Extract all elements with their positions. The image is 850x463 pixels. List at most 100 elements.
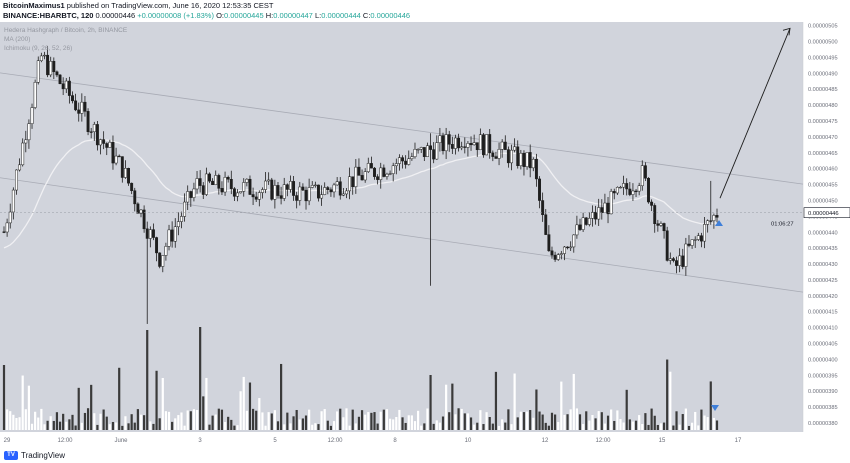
candle-body (622, 183, 626, 188)
candle-body (192, 188, 196, 198)
volume-bar (34, 411, 37, 430)
volume-bar (118, 367, 121, 430)
candle-body (385, 173, 389, 177)
candle-body (105, 143, 109, 148)
symbol-label[interactable]: BINANCE:HBARBTC, 120 (3, 11, 94, 20)
volume-bar (164, 411, 168, 430)
volume-bar (242, 376, 245, 430)
volume-bar (146, 330, 149, 430)
candle-body (668, 258, 672, 261)
up-marker-icon (715, 220, 723, 226)
candle-body (145, 228, 149, 239)
candle-body (8, 211, 12, 224)
volume-bar (195, 409, 199, 430)
candle-body (260, 189, 264, 193)
candle-body (432, 149, 436, 160)
y-tick-label: 0.00000450 (808, 198, 838, 204)
volume-bar (566, 414, 569, 430)
volume-bar (186, 410, 189, 430)
candle-body (223, 177, 227, 193)
candle-body (550, 250, 554, 256)
candle-body (151, 229, 155, 238)
candle-body (494, 156, 498, 159)
candle-body (401, 157, 404, 162)
tradingview-logo[interactable]: TV TradingView (4, 451, 65, 460)
candle-body (594, 211, 598, 220)
candle-body (662, 223, 666, 232)
volume-bar (298, 419, 301, 430)
candle-body (214, 175, 218, 185)
volume-bar (606, 415, 610, 430)
volume-bar (304, 415, 308, 430)
candle-body (329, 189, 333, 193)
x-tick-label: 29 (4, 438, 11, 444)
volume-bar (345, 408, 348, 430)
volume-bar (460, 408, 463, 430)
volume-bar (572, 373, 575, 430)
candle-body (544, 214, 548, 235)
volume-bar (582, 424, 585, 430)
candle-body (345, 190, 348, 195)
candle-body (357, 166, 361, 176)
volume-bar (382, 409, 385, 430)
candle-body (653, 205, 657, 224)
candle-body (628, 188, 632, 195)
volume-bar (230, 419, 233, 430)
candle-body (469, 143, 473, 146)
volume-bar (445, 384, 448, 430)
volume-bar (647, 424, 650, 430)
volume-bar (672, 425, 675, 430)
candle-body (36, 60, 40, 83)
legend-ma[interactable]: MA (200) (4, 36, 31, 43)
volume-bar (497, 425, 501, 430)
candle-body (413, 149, 417, 158)
volume-bar (30, 423, 34, 430)
candle-body (239, 191, 243, 194)
candle-body (454, 137, 457, 149)
author-name[interactable]: BitcoinMaximus1 (3, 1, 65, 10)
volume-bar (532, 417, 535, 430)
candle-body (715, 215, 719, 218)
volume-bar (339, 408, 342, 430)
volume-bar (681, 414, 684, 430)
candle-body (208, 173, 211, 182)
volume-bar (155, 370, 158, 430)
volume-bar (80, 422, 83, 430)
candle-body (183, 201, 187, 217)
y-tick-label: 0.00000385 (808, 405, 838, 411)
y-tick-label: 0.00000390 (808, 389, 838, 395)
x-tick-label: 10 (465, 438, 472, 444)
volume-bar (367, 412, 370, 430)
volume-bar (90, 384, 93, 430)
volume-bar (267, 412, 270, 430)
volume-bar (700, 409, 703, 430)
candle-body (606, 202, 610, 215)
volume-bar (9, 411, 12, 430)
candle-body (637, 185, 641, 192)
volume-bar (233, 425, 236, 430)
candle-body (39, 55, 43, 61)
volume-bar (435, 420, 438, 430)
volume-bar (239, 391, 242, 430)
volume-bar (199, 327, 202, 430)
legend-ichimoku[interactable]: Ichimoku (9, 26, 52, 26) (4, 45, 73, 52)
candle-body (488, 134, 492, 154)
candle-body (429, 145, 433, 150)
candle-body (597, 207, 601, 220)
y-tick-label: 0.00000420 (808, 294, 838, 300)
y-tick-label: 0.00000485 (808, 87, 838, 93)
volume-bar (398, 409, 401, 430)
volume-bar (603, 423, 607, 430)
volume-bar (149, 421, 152, 430)
candle-body (111, 142, 115, 164)
volume-bar (202, 396, 205, 430)
candle-body (575, 224, 579, 236)
candle-body (155, 237, 159, 254)
candle-body (690, 239, 694, 246)
candle-body (173, 226, 177, 242)
volume-bar (550, 412, 554, 430)
volume-bar (121, 425, 124, 430)
candle-body (120, 156, 124, 178)
volume-bar (404, 422, 407, 430)
